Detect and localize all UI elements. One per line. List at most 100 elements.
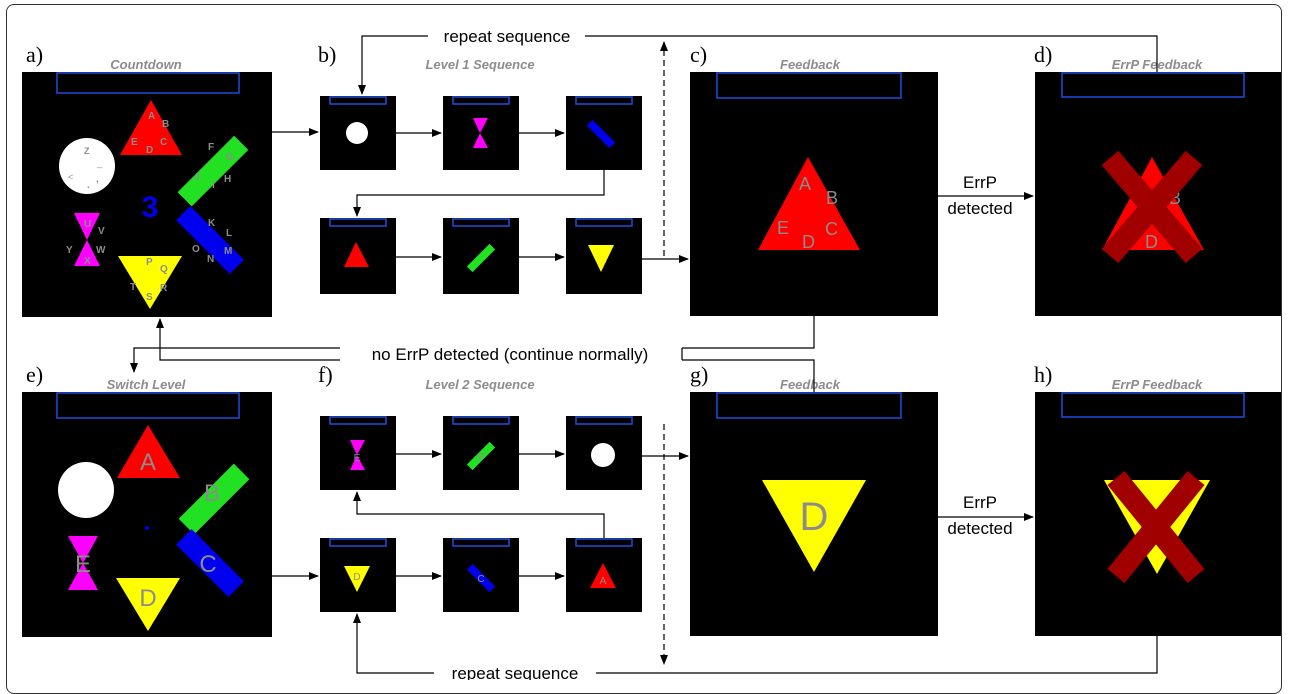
label-K: K [208, 218, 216, 229]
label-I: I [212, 180, 215, 191]
label-D: D [146, 145, 153, 156]
level2-label-A: A [140, 449, 156, 476]
no-errp-line-g [682, 359, 815, 392]
screen-feedback-g: D [690, 392, 938, 636]
screen-errp-feedback-d: B D [1035, 72, 1281, 316]
label-Q: Q [160, 264, 168, 275]
arrow-l1-wrap [353, 170, 605, 217]
shape-triangle-down [118, 256, 182, 309]
repeat-bottom-line-left [353, 613, 434, 674]
label-X: X [84, 256, 91, 267]
repeat-sequence-bottom-label: repeat sequence [452, 664, 579, 680]
panel-title-errp-feedback-h: ErrP Feedback [1112, 377, 1203, 392]
level2-small-label-C: C [477, 574, 484, 585]
level1-screen-triangle-down [566, 218, 642, 294]
countdown-number: 3 [142, 191, 159, 224]
label-underscore: _ [96, 158, 103, 168]
screen-countdown: A B C D E Z _ . , < 3 F G H I J K L M N … [22, 72, 272, 317]
level1-screen-hourglass [443, 96, 519, 170]
level1-screen-bar-green [443, 218, 519, 294]
repeat-bottom-line-right [596, 636, 1158, 674]
feedback-bar [56, 72, 240, 94]
panel-letter-b: b) [318, 42, 336, 67]
shape-triangle-up [120, 100, 182, 155]
feedback-label-D: D [802, 232, 815, 252]
label-E: E [131, 137, 138, 148]
level2-screen-hourglass: E [320, 416, 396, 490]
level2-screen-bar-blue: C [443, 538, 519, 612]
label-T: T [130, 282, 136, 293]
errp-d-label-D: D [1145, 232, 1158, 252]
feedback-letter-g: D [800, 495, 829, 539]
level2-small-label-E: E [354, 453, 361, 464]
label-comma: , [96, 174, 99, 185]
panel-letter-f: f) [318, 362, 333, 387]
label-less-than: < [68, 172, 73, 182]
level1-screen-triangle-up [320, 218, 396, 294]
level2-small-label-D: D [353, 572, 360, 583]
level2-label-E: E [75, 551, 91, 578]
screen-errp-feedback-h [1035, 392, 1281, 636]
level2-label-C: C [199, 551, 216, 578]
label-period: . [87, 180, 90, 191]
panel-title-feedback-g: Feedback [780, 377, 841, 392]
feedback-label-B: B [826, 188, 838, 208]
no-errp-label: no ErrP detected (continue normally) [372, 345, 649, 364]
label-R: R [160, 283, 168, 294]
panel-letter-e: e) [26, 362, 43, 387]
level2-screen-triangle-down: D [320, 538, 396, 612]
error-cross-icon [1101, 150, 1203, 264]
panel-title-countdown: Countdown [110, 57, 182, 72]
feedback-label-A: A [799, 174, 811, 194]
bci-speller-diagram: a) Countdown b) Level 1 Sequence c) Feed… [22, 27, 1281, 680]
panel-letter-c: c) [690, 42, 707, 67]
label-N: N [207, 254, 214, 265]
level1-screen-bar-blue [566, 96, 642, 170]
shape-circle [59, 138, 115, 194]
label-J: J [194, 172, 200, 183]
screen-switch-level: A B C E D [22, 392, 272, 637]
errp-top-line2: detected [947, 199, 1012, 218]
level2-screen-circle [566, 416, 642, 490]
panel-letter-a: a) [26, 42, 43, 67]
panel-title-level2-sequence: Level 2 Sequence [425, 377, 534, 392]
label-B: B [162, 119, 169, 130]
label-M: M [224, 246, 232, 257]
label-Y: Y [66, 245, 73, 256]
level2-screen-bar-green: B [443, 416, 519, 490]
label-P: P [146, 257, 153, 268]
panel-title-switch-level: Switch Level [107, 377, 186, 392]
label-U: U [84, 219, 91, 230]
label-C: C [160, 137, 167, 148]
error-cross-icon [1107, 471, 1205, 583]
label-A: A [148, 111, 155, 122]
arrow-l2-wrap [353, 491, 605, 538]
level2-label-B: B [204, 480, 220, 507]
label-O: O [192, 244, 200, 255]
shape-hourglass [74, 213, 100, 266]
label-V: V [98, 226, 105, 237]
no-errp-to-switch-level [130, 347, 340, 373]
label-W: W [96, 245, 106, 256]
level2-small-label-B: B [478, 452, 485, 463]
level2-label-D: D [139, 585, 156, 612]
label-G: G [226, 152, 234, 163]
errp-bottom-line2: detected [947, 519, 1012, 538]
label-F: F [208, 142, 214, 153]
screen-feedback-c: A B C D E [690, 72, 938, 316]
errp-top-line1: ErrP [963, 173, 997, 192]
repeat-top-line-right [585, 35, 1158, 72]
feedback-label-E: E [777, 218, 789, 238]
panel-letter-h: h) [1034, 362, 1052, 387]
repeat-sequence-top-label: repeat sequence [444, 27, 571, 46]
panel-title-feedback-c: Feedback [780, 57, 841, 72]
shape-bar-blue [176, 206, 244, 274]
label-H: H [224, 174, 231, 185]
panel-letter-d: d) [1034, 42, 1052, 67]
label-Z: Z [84, 146, 90, 156]
level1-screen-circle [320, 96, 396, 170]
shape-bar-green [177, 135, 249, 207]
no-errp-to-countdown [156, 318, 340, 361]
feedback-label-C: C [825, 219, 838, 239]
panel-title-level1-sequence: Level 1 Sequence [425, 57, 534, 72]
